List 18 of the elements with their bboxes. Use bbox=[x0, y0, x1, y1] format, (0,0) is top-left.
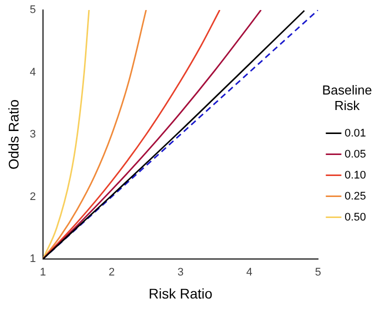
y-tick-label: 1 bbox=[30, 253, 36, 266]
legend-label: 0.50 bbox=[344, 211, 366, 224]
legend-label: 0.01 bbox=[344, 127, 366, 140]
y-tick-label: 5 bbox=[30, 4, 36, 16]
y-tick-label: 2 bbox=[30, 190, 36, 203]
y-tick-label: 3 bbox=[30, 128, 36, 141]
x-axis-title: Risk Ratio bbox=[148, 285, 213, 302]
legend-title: Baseline Risk bbox=[322, 82, 372, 113]
y-tick-label: 4 bbox=[30, 66, 36, 78]
x-tick-label: 3 bbox=[177, 266, 184, 279]
x-tick-label: 4 bbox=[246, 266, 252, 279]
legend-label: 0.10 bbox=[344, 169, 366, 182]
x-tick-label: 5 bbox=[315, 266, 322, 279]
x-tick-label: 1 bbox=[40, 266, 46, 279]
legend-label: 0.05 bbox=[344, 148, 366, 160]
y-axis-title: Odds Ratio bbox=[5, 99, 22, 170]
legend-label: 0.25 bbox=[344, 190, 366, 202]
x-tick-label: 2 bbox=[108, 266, 115, 279]
